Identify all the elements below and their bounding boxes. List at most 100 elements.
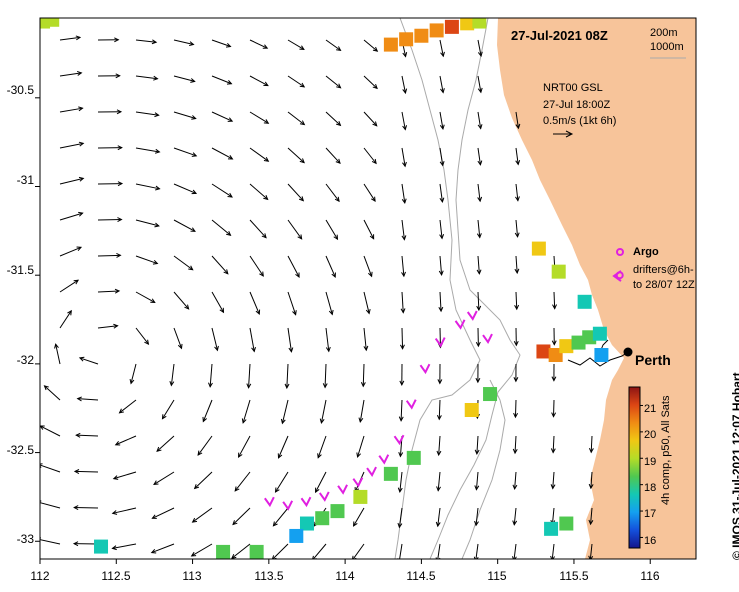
argo-legend-label: Argo xyxy=(633,246,659,258)
current-arrowhead xyxy=(190,78,196,83)
drifter-position[interactable] xyxy=(466,310,478,321)
current-arrowhead xyxy=(512,484,518,491)
current-arrowhead xyxy=(588,519,594,526)
current-arrowhead xyxy=(365,308,371,315)
current-arrow xyxy=(135,327,149,345)
sst-pixel xyxy=(399,32,414,47)
current-arrow xyxy=(59,212,83,221)
current-arrowhead xyxy=(263,195,269,201)
current-arrow xyxy=(40,502,61,509)
current-arrow xyxy=(439,219,443,239)
current-arrowhead xyxy=(401,271,406,278)
current-arrowhead xyxy=(144,339,150,346)
current-arrowhead xyxy=(312,555,317,559)
colorbar-tick-label: 19 xyxy=(644,456,657,468)
current-arrow xyxy=(399,543,403,559)
current-arrow xyxy=(401,111,406,130)
current-arrow xyxy=(249,327,255,352)
current-arrow xyxy=(590,471,593,489)
current-arrowhead xyxy=(336,121,342,127)
drifter-position[interactable] xyxy=(264,496,275,508)
current-arrow xyxy=(439,111,444,130)
current-arrow xyxy=(325,219,338,240)
current-arrow xyxy=(401,75,406,94)
drifter-position[interactable] xyxy=(300,496,312,508)
current-arrowhead xyxy=(551,376,557,382)
current-arrow xyxy=(173,291,190,310)
drifter-position[interactable] xyxy=(352,477,364,488)
current-arrowhead xyxy=(512,520,518,526)
current-arrowhead xyxy=(512,448,518,455)
y-tick-label: -33 xyxy=(16,532,34,546)
current-arrowhead xyxy=(439,161,445,167)
current-arrowhead xyxy=(436,486,441,492)
map-title: 27-Jul-2021 08Z xyxy=(511,28,608,43)
current-arrowhead xyxy=(78,141,85,147)
current-arrow xyxy=(287,219,303,240)
current-arrowhead xyxy=(246,383,252,389)
current-arrow xyxy=(249,147,269,162)
current-arrow xyxy=(59,279,79,293)
y-tick-label: -32.5 xyxy=(6,443,34,457)
colorbar-tick-label: 20 xyxy=(644,429,657,441)
drifter-position[interactable] xyxy=(434,337,446,348)
drifter-position[interactable] xyxy=(405,399,417,410)
current-arrow xyxy=(475,507,479,526)
plot-frame xyxy=(39,17,697,560)
sst-pixel xyxy=(531,241,546,256)
current-arrowhead xyxy=(353,521,358,527)
current-arrow xyxy=(249,111,269,124)
y-tick-label: -31.5 xyxy=(6,263,34,277)
sst-pixel xyxy=(548,348,563,363)
current-arrow xyxy=(401,327,404,349)
current-arrowhead xyxy=(372,121,378,127)
current-arrow xyxy=(551,507,555,525)
current-arrowhead xyxy=(360,382,366,388)
x-tick-label: 114 xyxy=(335,569,355,583)
current-arrow xyxy=(115,435,137,446)
drifter-position[interactable] xyxy=(337,484,348,495)
argo-legend-symbol xyxy=(616,248,624,256)
current-arrowhead xyxy=(513,340,519,347)
current-arrow xyxy=(439,291,442,312)
current-arrow xyxy=(553,291,556,309)
vector-scale-label: 0.5m/s (1kt 6h) xyxy=(543,115,617,127)
current-arrow xyxy=(401,219,405,240)
current-arrowhead xyxy=(363,345,369,352)
current-arrow xyxy=(59,142,84,149)
current-arrow xyxy=(515,147,519,165)
isobath-inner xyxy=(461,379,506,559)
drifter-position[interactable] xyxy=(378,454,390,465)
drifter-position[interactable] xyxy=(482,333,493,344)
current-arrowhead xyxy=(73,505,79,511)
current-arrow xyxy=(238,435,251,458)
current-arrow xyxy=(325,327,330,352)
current-arrowhead xyxy=(232,520,238,526)
drifter-position[interactable] xyxy=(419,363,431,375)
current-arrow xyxy=(173,327,182,349)
drifter-position[interactable] xyxy=(366,466,377,478)
current-arrow xyxy=(119,399,137,414)
current-arrowhead xyxy=(191,115,197,120)
current-arrow xyxy=(153,471,175,485)
sst-pixel xyxy=(216,544,231,559)
current-arrowhead xyxy=(231,554,237,559)
isobath-1000m xyxy=(394,18,481,559)
current-arrowhead xyxy=(117,181,124,187)
current-arrow xyxy=(325,75,341,89)
current-arrowhead xyxy=(284,383,290,390)
drifter-position[interactable] xyxy=(393,434,405,446)
drifter-position[interactable] xyxy=(282,500,294,511)
perth-marker[interactable] xyxy=(623,347,633,357)
drifter-position[interactable] xyxy=(454,319,466,330)
current-arrowhead xyxy=(78,106,84,112)
current-arrowhead xyxy=(177,343,183,350)
current-arrow xyxy=(439,39,444,57)
current-arrow xyxy=(589,543,593,559)
current-arrowhead xyxy=(370,196,376,203)
current-arrowhead xyxy=(551,412,557,418)
y-tick-label: -31 xyxy=(16,173,34,187)
current-arrow xyxy=(113,471,137,480)
drifter-position[interactable] xyxy=(318,491,330,502)
